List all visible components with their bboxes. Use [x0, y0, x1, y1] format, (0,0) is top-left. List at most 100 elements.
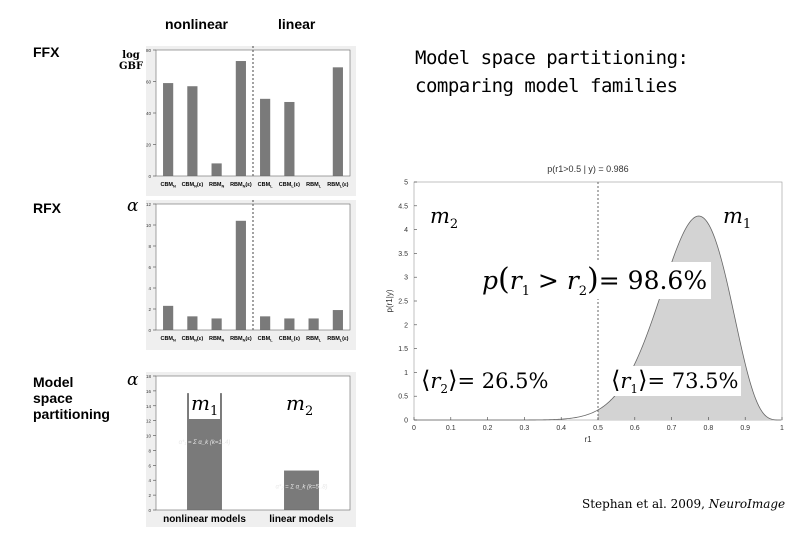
tick-label: RBML	[306, 182, 322, 189]
x-tick-label: 0.4	[556, 425, 566, 432]
partition-alpha-label: α	[127, 370, 139, 390]
y-tick-label: 2	[148, 493, 151, 498]
y-tick-label: 10	[146, 434, 151, 439]
expected-r2-value: = 26.5%	[457, 369, 549, 393]
y-tick-label: 4	[148, 478, 151, 483]
y-tick-label: 6	[148, 265, 151, 270]
y-tick-label: 0	[404, 418, 408, 425]
plot-frame	[155, 375, 351, 511]
bar	[187, 316, 198, 330]
y-tick-label: 2	[148, 307, 151, 312]
bar	[163, 83, 174, 176]
column-header-nonlinear: nonlinear	[165, 16, 229, 32]
bar-formula: α*₁ = Σ α_k (k=1..4)	[179, 440, 231, 446]
x-tick-label: 0.3	[520, 425, 530, 432]
posterior-title: p(r1>0.5 | y) = 0.986	[547, 164, 628, 174]
y-tick-label: 0	[148, 174, 151, 179]
tick-label: CBML(ε)	[279, 182, 300, 189]
ffx-ylabel-line1: log	[122, 50, 140, 61]
posterior-m2-letter: m	[430, 204, 450, 228]
partition-m1-letter: m	[191, 391, 210, 415]
y-tick-label: 4	[404, 227, 408, 234]
y-tick-label: 18	[146, 374, 151, 379]
column-header-linear: linear	[278, 16, 316, 32]
bar	[187, 86, 198, 176]
tick-label: CBML	[258, 336, 274, 343]
tick-label: CBMN	[160, 182, 176, 189]
partition-m2-letter: m	[286, 391, 305, 415]
bar	[163, 305, 174, 330]
y-axis-label: p(r1|y)	[385, 289, 394, 312]
ffx-bar-chart: 0 20 40 60 80 CBMN CBMN(ε) RBMN RBMN(ε) CBML CBML(…	[146, 46, 356, 196]
ffx-ylabel-line2: GBF	[118, 61, 144, 72]
tick-label: RBMN(ε)	[230, 336, 252, 343]
bar	[211, 163, 222, 176]
bar-formula: α*₂ = Σ α_k (k=5..8)	[275, 485, 327, 491]
slide-title-line1: Model space partitioning:	[415, 47, 689, 69]
y-tick-label: 1.5	[398, 346, 408, 353]
posterior-m2-sub: 2	[449, 217, 459, 233]
tick-label: linear models	[269, 514, 334, 525]
row-label-rfx: RFX	[33, 200, 61, 216]
x-tick-label: 0.6	[630, 425, 640, 432]
partition-m2-label: m2	[284, 391, 316, 419]
posterior-m1-sub: 1	[742, 217, 752, 233]
rfx-bar-chart: 0 2 4 6 8 10 12 CBMN CBMN(ε) RBMN RBMN(ε) CBML CBML(…	[146, 200, 356, 350]
y-tick-label: 2.5	[398, 299, 408, 306]
citation-journal: NeuroImage	[708, 497, 786, 511]
tick-label: CBMN(ε)	[182, 182, 204, 189]
x-tick-label: 0	[412, 425, 416, 432]
tick-label: RBML(ε)	[327, 336, 348, 343]
bar	[260, 316, 271, 330]
bar	[235, 220, 246, 330]
x-tick-label: 0.5	[593, 425, 603, 432]
y-tick-label: 80	[146, 48, 151, 53]
plot-frame	[155, 49, 351, 177]
x-tick-label: 1	[780, 425, 784, 432]
posterior-m1-label: m1	[721, 204, 754, 233]
y-tick-label: 0	[148, 508, 151, 513]
y-tick-label: 60	[146, 80, 151, 85]
x-tick-label: 0.9	[740, 425, 750, 432]
tick-label: CBMN	[160, 336, 176, 343]
y-tick-label: 14	[146, 404, 151, 409]
tick-label: CBML	[258, 182, 274, 189]
tick-label: RBML(ε)	[327, 182, 348, 189]
y-tick-label: 4.5	[398, 203, 408, 210]
x-axis-label: r1	[584, 435, 592, 444]
bar	[235, 61, 246, 176]
x-tick-label: 0.1	[446, 425, 456, 432]
y-tick-label: 8	[148, 448, 151, 453]
tick-label: RBMN	[209, 336, 225, 343]
bar	[332, 67, 343, 176]
bar	[308, 318, 319, 330]
tick-label: CBMN(ε)	[182, 336, 204, 343]
posterior-m2-label: m2	[428, 204, 461, 233]
y-tick-label: 0	[148, 328, 151, 333]
y-tick-label: 3	[404, 275, 408, 282]
expected-r2: ⟨r2⟩= 26.5%	[418, 366, 552, 397]
tick-label: RBML	[306, 336, 322, 343]
exceedance-p: p	[482, 266, 499, 295]
y-tick-label: 6	[148, 463, 151, 468]
y-tick-label: 2	[404, 322, 408, 329]
y-tick-label: 20	[146, 143, 151, 148]
tick-label: CBML(ε)	[279, 336, 300, 343]
tick-label: RBMN	[209, 182, 225, 189]
plot-area	[156, 50, 350, 176]
expected-r1: ⟨r1⟩= 73.5%	[608, 366, 742, 397]
expected-r1-value: = 73.5%	[647, 369, 739, 393]
bar	[211, 318, 222, 330]
y-tick-label: 4	[148, 286, 151, 291]
partition-m1-label: m1	[189, 391, 221, 419]
bar	[284, 470, 319, 510]
slide-title: Model space partitioning: comparing mode…	[415, 44, 689, 100]
citation: Stephan et al. 2009, NeuroImage	[582, 497, 785, 511]
y-tick-label: 8	[148, 244, 151, 249]
tick-label: nonlinear models	[163, 514, 246, 525]
bar	[284, 318, 295, 330]
y-tick-label: 10	[146, 223, 151, 228]
y-tick-label: 0.5	[398, 394, 408, 401]
slide-title-line2: comparing model families	[415, 75, 678, 97]
bar	[260, 98, 271, 176]
